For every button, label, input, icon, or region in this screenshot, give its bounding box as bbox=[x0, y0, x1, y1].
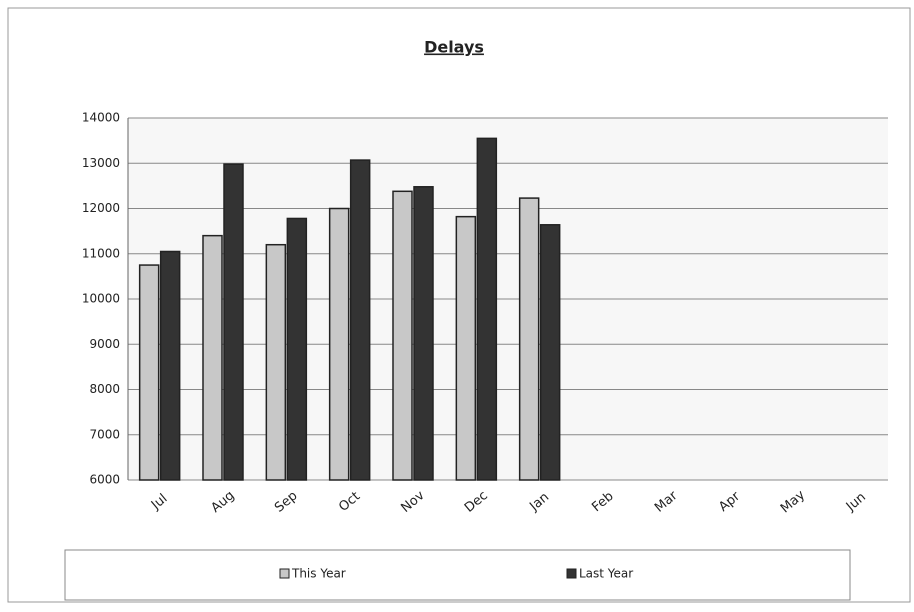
bar bbox=[413, 186, 434, 481]
bar bbox=[159, 250, 181, 481]
y-tick-label: 14000 bbox=[82, 111, 120, 125]
y-tick-label: 11000 bbox=[82, 246, 120, 260]
bar bbox=[328, 207, 350, 481]
bar bbox=[349, 159, 371, 481]
legend-box bbox=[64, 549, 851, 601]
legend-swatch bbox=[566, 568, 577, 579]
y-tick-label: 13000 bbox=[82, 156, 120, 170]
bar bbox=[476, 137, 498, 481]
bar bbox=[455, 215, 477, 481]
chart-title: Delays bbox=[424, 38, 484, 57]
legend-label: This Year bbox=[291, 567, 346, 581]
bar bbox=[286, 217, 308, 481]
bar bbox=[539, 224, 561, 481]
bar bbox=[265, 243, 287, 481]
y-tick-label: 7000 bbox=[89, 427, 120, 441]
legend-label: Last Year bbox=[579, 567, 633, 581]
bar bbox=[202, 234, 223, 481]
bar bbox=[223, 163, 244, 481]
bar bbox=[518, 197, 540, 481]
bar bbox=[138, 264, 160, 481]
y-tick-label: 8000 bbox=[89, 382, 120, 396]
bar bbox=[392, 190, 413, 481]
y-tick-label: 9000 bbox=[89, 337, 120, 351]
y-tick-label: 10000 bbox=[82, 292, 120, 306]
y-tick-label: 6000 bbox=[89, 473, 120, 487]
legend-swatch bbox=[279, 568, 290, 579]
y-tick-label: 12000 bbox=[82, 201, 120, 215]
